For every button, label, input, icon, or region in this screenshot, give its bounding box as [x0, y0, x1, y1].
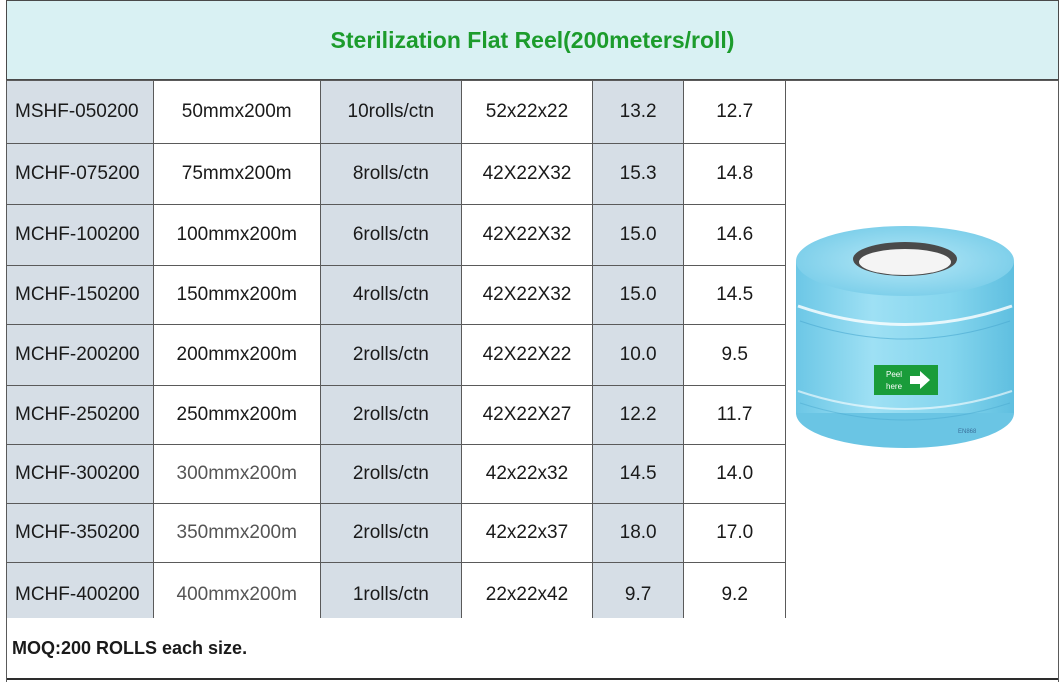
- table-row: MSHF-050200 50mmx200m 10rolls/ctn 52x22x…: [6, 79, 1059, 628]
- carton-cell: 42x22x37: [461, 502, 593, 563]
- net-weight-cell: 9.5: [683, 324, 786, 386]
- table-row: MCHF-150200 150mmx200m 4rolls/ctn 42X22X…: [6, 265, 1059, 325]
- size-cell: 200mmx200m: [152, 324, 321, 386]
- carton-cell: 42X22X32: [461, 143, 593, 206]
- pack-cell: 6rolls/ctn: [319, 204, 463, 267]
- table-row: MCHF-100200 100mmx200m 6rolls/ctn 42X22X…: [6, 204, 1059, 267]
- net-weight-cell: 14.6: [683, 204, 786, 267]
- size-cell: 100mmx200m: [152, 204, 321, 267]
- model-cell: MCHF-150200: [6, 265, 154, 325]
- size-cell: 250mmx200m: [152, 385, 321, 445]
- net-weight-cell: 17.0: [683, 502, 786, 563]
- carton-cell: 22x22x42: [461, 561, 593, 629]
- net-weight-cell: 14.0: [683, 443, 786, 504]
- divider: [7, 678, 1058, 680]
- pack-cell: 2rolls/ctn: [319, 502, 463, 563]
- model-cell: MCHF-300200: [6, 443, 154, 504]
- model-cell: MSHF-050200: [6, 79, 154, 145]
- model-cell: MCHF-350200: [6, 502, 154, 563]
- here-text: here: [886, 382, 903, 391]
- net-weight-cell: 14.8: [683, 143, 786, 206]
- pack-cell: 2rolls/ctn: [319, 324, 463, 386]
- pack-cell: 4rolls/ctn: [319, 265, 463, 325]
- table-row: MCHF-300200 300mmx200m 2rolls/ctn 42x22x…: [6, 443, 1059, 504]
- carton-cell: 42X22X27: [461, 385, 593, 445]
- size-cell: 50mmx200m: [152, 79, 321, 145]
- gross-weight-cell: 18.0: [591, 502, 685, 563]
- pack-cell: 1rolls/ctn: [319, 561, 463, 629]
- arrow-right-icon: [909, 371, 930, 389]
- size-cell: 300mmx200m: [152, 443, 321, 504]
- carton-cell: 42X22X32: [461, 265, 593, 325]
- print-text: EN868: [958, 429, 977, 435]
- pack-cell: 10rolls/ctn: [319, 79, 463, 145]
- pack-cell: 2rolls/ctn: [319, 385, 463, 445]
- model-cell: MCHF-075200: [6, 143, 154, 206]
- table-row: MCHF-400200 400mmx200m 1rolls/ctn 22x22x…: [6, 561, 1059, 629]
- gross-weight-cell: 14.5: [591, 443, 685, 504]
- table-row: MCHF-075200 75mmx200m 8rolls/ctn 42X22X3…: [6, 143, 1059, 206]
- table-row: MCHF-200200 200mmx200m 2rolls/ctn 42X22X…: [6, 324, 1059, 386]
- gross-weight-cell: 10.0: [591, 324, 685, 386]
- gross-weight-cell: 9.7: [591, 561, 685, 629]
- gross-weight-cell: 15.0: [591, 204, 685, 267]
- pack-cell: 2rolls/ctn: [319, 443, 463, 504]
- table-title: Sterilization Flat Reel(200meters/roll): [330, 26, 735, 53]
- carton-cell: 42x22x32: [461, 443, 593, 504]
- spec-table: MSHF-050200 50mmx200m 10rolls/ctn 52x22x…: [6, 79, 1059, 629]
- size-cell: 400mmx200m: [152, 561, 321, 629]
- table-row: MCHF-350200 350mmx200m 2rolls/ctn 42x22x…: [6, 502, 1059, 563]
- gross-weight-cell: 15.0: [591, 265, 685, 325]
- net-weight-cell: 12.7: [683, 79, 786, 145]
- model-cell: MCHF-250200: [6, 385, 154, 445]
- model-cell: MCHF-400200: [6, 561, 154, 629]
- model-cell: MCHF-100200: [6, 204, 154, 267]
- net-weight-cell: 14.5: [683, 265, 786, 325]
- net-weight-cell: 11.7: [683, 385, 786, 445]
- gross-weight-cell: 13.2: [591, 79, 685, 145]
- moq-footer: MOQ:200 ROLLS each size.: [6, 618, 1059, 682]
- sterilization-reel-image: Peel here EN868: [795, 226, 1014, 448]
- pack-cell: 8rolls/ctn: [319, 143, 463, 206]
- carton-cell: 42X22X32: [461, 204, 593, 267]
- peel-text: Peel: [886, 370, 902, 379]
- model-cell: MCHF-200200: [6, 324, 154, 386]
- size-cell: 150mmx200m: [152, 265, 321, 325]
- gross-weight-cell: 12.2: [591, 385, 685, 445]
- size-cell: 75mmx200m: [152, 143, 321, 206]
- net-weight-cell: 9.2: [683, 561, 786, 629]
- gross-weight-cell: 15.3: [591, 143, 685, 206]
- moq-note: MOQ:200 ROLLS each size.: [12, 638, 248, 658]
- title-bar: Sterilization Flat Reel(200meters/roll): [6, 0, 1059, 80]
- product-image-cell: Peel here EN868: [784, 80, 1059, 628]
- size-cell: 350mmx200m: [152, 502, 321, 563]
- carton-cell: 52x22x22: [461, 79, 593, 145]
- carton-cell: 42X22X22: [461, 324, 593, 386]
